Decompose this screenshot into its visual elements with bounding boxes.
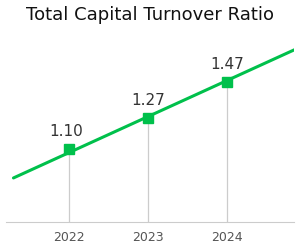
Text: 1.47: 1.47 (210, 57, 244, 72)
Text: 1.10: 1.10 (49, 124, 83, 139)
Text: 1.27: 1.27 (131, 93, 165, 108)
Title: Total Capital Turnover Ratio: Total Capital Turnover Ratio (26, 6, 274, 24)
